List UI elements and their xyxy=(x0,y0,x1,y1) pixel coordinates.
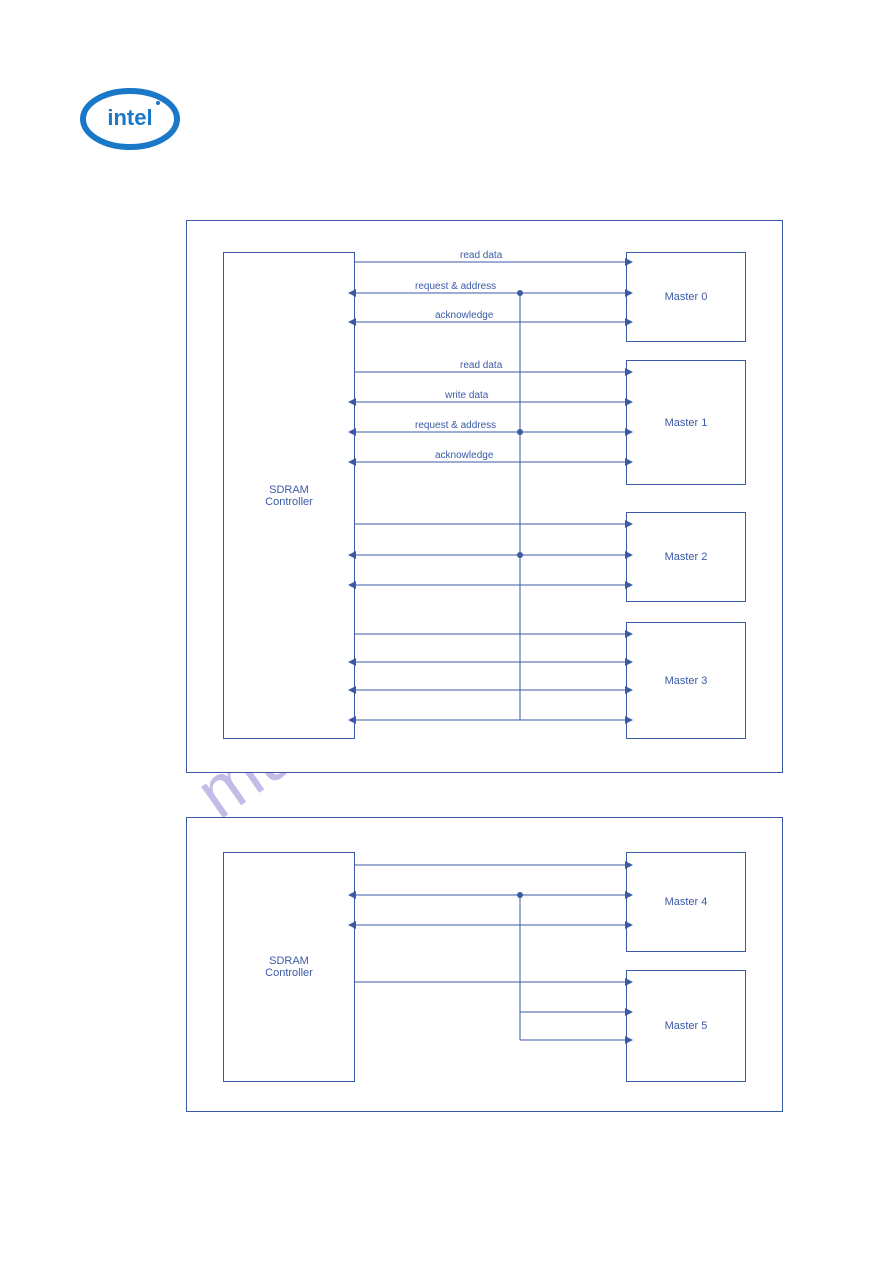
node-label: Master 1 xyxy=(665,417,708,429)
node-label: Master 0 xyxy=(665,291,708,303)
master-3: Master 3 xyxy=(626,622,746,739)
node-label: Master 3 xyxy=(665,675,708,687)
node-label: Master 4 xyxy=(665,896,708,908)
node-label: Master 5 xyxy=(665,1020,708,1032)
sdram-controller: SDRAMController xyxy=(223,252,355,739)
node-label: Master 2 xyxy=(665,551,708,563)
master-4: Master 4 xyxy=(626,852,746,952)
node-label: SDRAMController xyxy=(265,955,313,979)
node-label: SDRAMController xyxy=(265,484,313,508)
sdram-controller-2: SDRAMController xyxy=(223,852,355,1082)
master-5: Master 5 xyxy=(626,970,746,1082)
svg-text:intel: intel xyxy=(107,105,152,130)
master-2: Master 2 xyxy=(626,512,746,602)
master-1: Master 1 xyxy=(626,360,746,485)
master-0: Master 0 xyxy=(626,252,746,342)
intel-logo: intel xyxy=(80,85,180,150)
page: intel manualshive.com SDRAMController Ma… xyxy=(0,0,893,1263)
